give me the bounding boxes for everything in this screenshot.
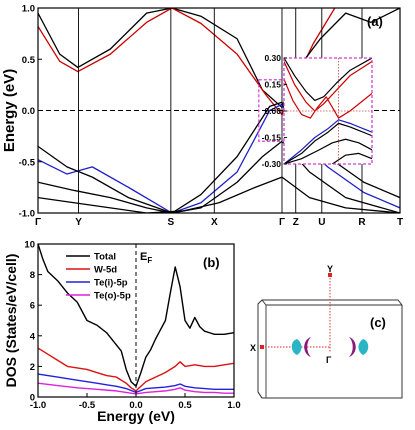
dos-series-line [37,382,234,395]
dos-legend: Total W-5d Te(i)-5p Te(o)-5p [66,252,131,302]
inset-y-tick-label: 0.15 [264,80,281,90]
dos-x-tick-label: 1.0 [227,400,240,411]
legend-entry: Te(i)-5p [94,278,128,289]
dos-y-ticks: 0 2 4 6 8 10 [24,240,42,404]
legend-entry: W-5d [94,265,117,276]
dos-lines [37,243,235,395]
kpoint-label: Y [75,217,82,228]
dos-x-tick-label: 0.0 [129,400,142,411]
inset-band-line [284,58,372,102]
gamma-point-label: Γ [326,355,332,365]
inset-band-line [284,119,372,164]
band-line [38,103,400,213]
dos-x-tick-label: 0.5 [178,400,192,411]
kpoint-label: S [168,217,175,228]
bz-box-outline [257,299,403,399]
inset-band-line [284,138,372,164]
kpoint-label: X [211,217,218,228]
weyl-pocket-left-purple [304,337,311,357]
fermi-energy-label: EF [140,251,152,265]
dos-y-tick-label: 4 [30,331,36,342]
dos-y-axis-label: DOS (States/eV/cell) [3,254,19,388]
inset-y-tick-label: 0.30 [264,53,281,63]
dos-y-tick-label: 0 [30,393,35,404]
panel-label-a: (a) [367,14,383,29]
legend-entry: Te(o)-5p [94,291,131,302]
kpoint-label: Γ [279,217,285,228]
legend-entry: Total [94,252,116,263]
dos-series-line [37,243,235,387]
band-y-tick-label: -1.0 [19,209,35,220]
weyl-pocket-right-cyan [358,339,369,355]
inset-y-ticks: 0.30 0.15 0.00 -0.15 -0.30 [262,53,287,169]
bz-box-edge [257,299,402,399]
fermi-energy-symbol: E [140,251,147,263]
kpoint-label: Γ [35,217,41,228]
dos-series-line [37,347,235,392]
dos-y-tick-label: 8 [30,270,35,281]
panel-label-b: (b) [203,255,220,270]
y-point-marker [328,273,332,277]
band-y-axis-label: Energy (eV) [1,69,18,152]
band-y-tick-label: 1.0 [22,4,35,15]
band-line [38,140,400,213]
kpoint-label: Z [293,217,299,228]
inset-band-line [284,122,372,164]
band-y-tick-label: -0.5 [19,157,36,168]
dos-x-tick-label: -1.0 [30,400,46,411]
inset-band-line [284,78,372,119]
weyl-pocket-left-cyan [291,339,302,355]
inset-plot: 0.30 0.15 0.00 -0.15 -0.30 [262,53,373,169]
dos-x-tick-label: -0.5 [79,400,96,411]
band-y-tick-label: 0.5 [22,55,36,66]
band-y-ticks: 1.0 0.5 0.0 -0.5 -1.0 [19,4,42,220]
inset-band-line [284,61,372,112]
inset-band-lines [284,58,372,164]
x-point-label: X [250,343,256,353]
dos-panel: 0 2 4 6 8 10 -1.0 -0.5 0.0 0.5 1.0 DOS (States/eV… [3,240,241,425]
dos-y-tick-label: 10 [24,240,35,251]
brillouin-zone-panel: Y X Γ (c) [250,264,403,399]
dos-y-tick-label: 2 [30,362,35,373]
inset-y-tick-label: 0.00 [264,106,281,116]
dos-y-tick-label: 6 [30,301,35,312]
x-point-marker [260,345,264,349]
band-line [38,8,283,108]
kpoint-label: R [358,217,366,228]
kpoint-label: T [397,217,403,228]
y-point-label: Y [327,264,333,274]
inset-y-tick-label: -0.15 [262,133,282,143]
fermi-energy-subscript: F [147,256,152,265]
kpoint-label: U [318,217,325,228]
panel-label-c: (c) [370,315,386,330]
inset-band-line [332,152,372,164]
inset-y-tick-label: -0.30 [262,159,282,169]
dos-x-ticks: -1.0 -0.5 0.0 0.5 1.0 [30,393,241,411]
dos-series-line [37,373,234,394]
weyl-pocket-right-purple [349,337,356,357]
dos-x-axis-label: Energy (eV) [97,408,175,424]
band-y-tick-label: 0.0 [22,106,35,117]
